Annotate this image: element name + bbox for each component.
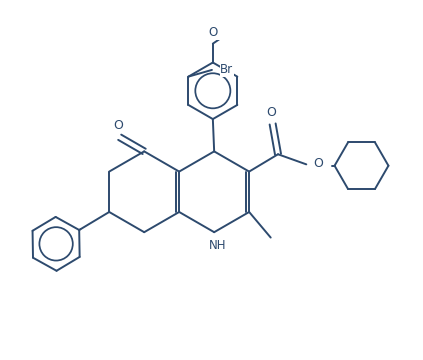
Text: Br: Br — [220, 63, 233, 76]
Text: O: O — [113, 119, 123, 132]
Text: O: O — [208, 26, 217, 39]
Text: O: O — [266, 106, 276, 119]
Text: NH: NH — [209, 239, 226, 252]
Text: O: O — [313, 157, 323, 170]
